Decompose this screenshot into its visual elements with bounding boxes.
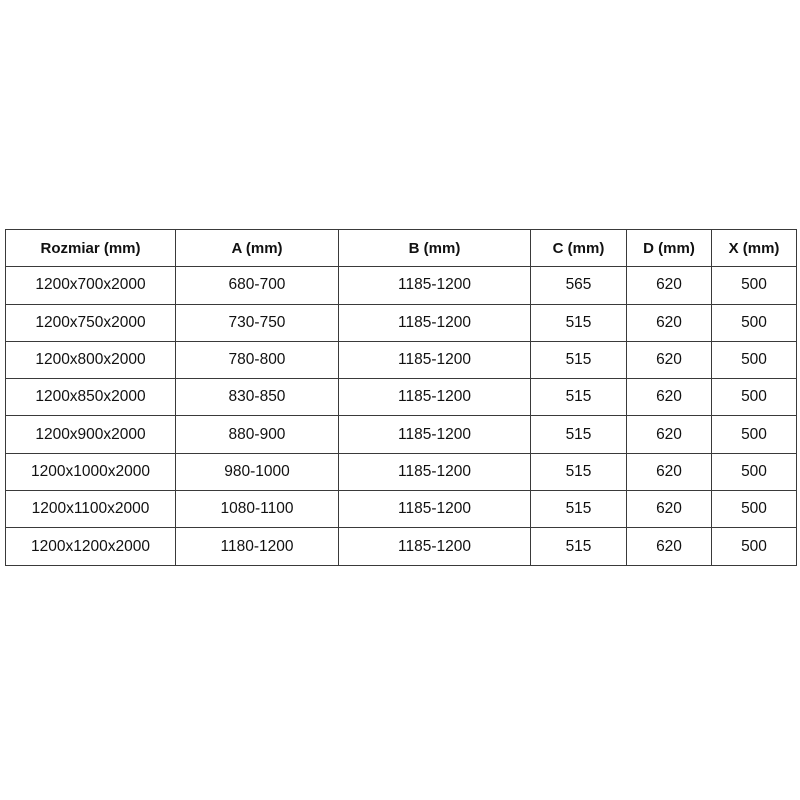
table-cell: 620 xyxy=(626,266,712,305)
table-cell: 1185-1200 xyxy=(338,378,531,417)
dimensions-table: Rozmiar (mm) A (mm) B (mm) C (mm) D (mm) X (m… xyxy=(5,228,797,566)
table-cell: 565 xyxy=(530,266,627,305)
table-cell: 1080-1100 xyxy=(175,490,339,529)
table-cell: 515 xyxy=(530,490,627,529)
table-cell: 500 xyxy=(711,527,797,566)
table-cell: 620 xyxy=(626,415,712,454)
table-row: 1200x850x2000 830-850 1185-1200 515 620 500 xyxy=(5,378,797,417)
table-row: 1200x1100x2000 1080-1100 1185-1200 515 620 50… xyxy=(5,490,797,529)
column-header: C (mm) xyxy=(530,228,627,268)
table-cell: 500 xyxy=(711,490,797,529)
table-cell: 620 xyxy=(626,452,712,492)
table-cell: 1200x850x2000 xyxy=(5,378,176,417)
table-cell: 500 xyxy=(711,452,797,492)
table-cell: 620 xyxy=(626,527,712,566)
table-cell: 730-750 xyxy=(175,303,339,342)
table-row: 1200x900x2000 880-900 1185-1200 515 620 500 xyxy=(5,415,797,454)
table-cell: 1185-1200 xyxy=(338,415,531,454)
table-cell: 500 xyxy=(711,303,797,342)
table-cell: 515 xyxy=(530,303,627,342)
table-cell: 620 xyxy=(626,378,712,417)
table-cell: 880-900 xyxy=(175,415,339,454)
table-cell: 500 xyxy=(711,415,797,454)
table-cell: 1180-1200 xyxy=(175,527,339,566)
table-cell: 620 xyxy=(626,303,712,342)
table-cell: 780-800 xyxy=(175,340,339,380)
table-cell: 1185-1200 xyxy=(338,527,531,566)
table-cell: 1185-1200 xyxy=(338,266,531,305)
column-header: X (mm) xyxy=(711,228,797,268)
table-cell: 515 xyxy=(530,452,627,492)
table-cell: 620 xyxy=(626,490,712,529)
table-cell: 620 xyxy=(626,340,712,380)
column-header: D (mm) xyxy=(626,228,712,268)
table-cell: 1185-1200 xyxy=(338,340,531,380)
column-header: B (mm) xyxy=(338,228,531,268)
column-header: A (mm) xyxy=(175,228,339,268)
table-cell: 500 xyxy=(711,266,797,305)
table-cell: 1185-1200 xyxy=(338,490,531,529)
table-cell: 1200x1100x2000 xyxy=(5,490,176,529)
table-cell: 680-700 xyxy=(175,266,339,305)
table-row: 1200x750x2000 730-750 1185-1200 515 620 500 xyxy=(5,303,797,342)
table-cell: 1200x800x2000 xyxy=(5,340,176,380)
table-cell: 1200x1200x2000 xyxy=(5,527,176,566)
table-cell: 515 xyxy=(530,340,627,380)
table-cell: 1200x1000x2000 xyxy=(5,452,176,492)
table-cell: 515 xyxy=(530,527,627,566)
table-cell: 500 xyxy=(711,378,797,417)
table-row: 1200x800x2000 780-800 1185-1200 515 620 500 xyxy=(5,340,797,380)
table-cell: 1185-1200 xyxy=(338,303,531,342)
table-cell: 1200x700x2000 xyxy=(5,266,176,305)
table-cell: 1200x900x2000 xyxy=(5,415,176,454)
table-cell: 515 xyxy=(530,378,627,417)
table-cell: 980-1000 xyxy=(175,452,339,492)
table-cell: 1200x750x2000 xyxy=(5,303,176,342)
table-cell: 830-850 xyxy=(175,378,339,417)
table-row: 1200x700x2000 680-700 1185-1200 565 620 500 xyxy=(5,266,797,305)
header-row: Rozmiar (mm) A (mm) B (mm) C (mm) D (mm) X (m… xyxy=(5,228,797,268)
table-cell: 1185-1200 xyxy=(338,452,531,492)
column-header: Rozmiar (mm) xyxy=(5,228,176,268)
table-row: 1200x1200x2000 1180-1200 1185-1200 515 620 50… xyxy=(5,527,797,566)
table-cell: 515 xyxy=(530,415,627,454)
table-row: 1200x1000x2000 980-1000 1185-1200 515 620 500 xyxy=(5,452,797,492)
table-cell: 500 xyxy=(711,340,797,380)
